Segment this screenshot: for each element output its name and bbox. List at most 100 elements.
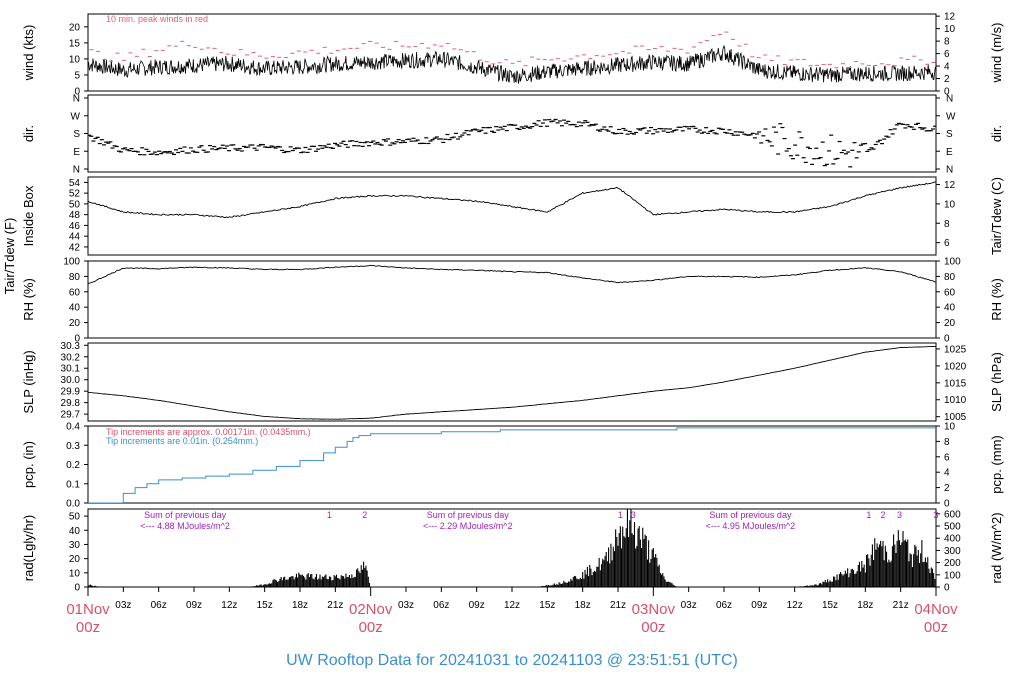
day-hour-label: 00z — [924, 619, 948, 636]
dir-tick-label-right: E — [946, 147, 953, 158]
wind-frame — [87, 13, 937, 92]
rh-tick-label-left: 0 — [74, 334, 80, 345]
temp-ylabel-left2: Inside Box — [21, 185, 36, 246]
dir-tick-label-left: S — [73, 129, 80, 140]
slp-ylabel-left: SLP (inHg) — [21, 350, 36, 413]
rad-marker: 3 — [631, 510, 636, 520]
rad-marker: 2 — [880, 510, 885, 520]
temp-tick-label-left: 48 — [69, 210, 81, 221]
temp-ylabel-right: Tair/Tdew (C) — [989, 177, 1004, 255]
pcp-ylabel-left: pcp. (in) — [21, 441, 36, 488]
slp-tick-label-left: 29.9 — [61, 387, 81, 398]
rh-tick-label-left: 80 — [69, 272, 81, 283]
rh-tick-label-left: 40 — [69, 303, 81, 314]
slp-tick-label-left: 29.7 — [61, 410, 81, 421]
hour-tick-label: 09z — [469, 600, 485, 611]
hour-tick-label: 06z — [716, 600, 732, 611]
rh-ylabel-left: RH (%) — [21, 278, 36, 321]
rh-tick-label-right: 80 — [944, 272, 956, 283]
pcp-tick-label-right: 6 — [944, 452, 950, 463]
hour-tick-label: 15z — [822, 600, 838, 611]
rad-marker: 1 — [866, 510, 871, 520]
day-label: 04Nov — [914, 601, 958, 618]
pcp-step-line — [88, 427, 936, 503]
rad-marker: 1 — [327, 510, 332, 520]
rh-tick-label-right: 20 — [944, 318, 956, 329]
hour-tick-label: 03z — [681, 600, 697, 611]
rad-marker: 2 — [362, 510, 367, 520]
slp-tick-label-right: 1025 — [944, 344, 967, 355]
rad-bars — [88, 509, 936, 587]
pcp-tick-label-left: 0.1 — [66, 479, 80, 490]
temp-tick-label-left: 46 — [69, 221, 81, 232]
temp-tick-label-left: 44 — [69, 232, 81, 243]
chart-title: UW Rooftop Data for 20241031 to 20241103… — [286, 652, 738, 669]
pcp-plot — [88, 427, 936, 503]
rad-marker: 3 — [933, 510, 938, 520]
wind-speed-line — [88, 44, 936, 84]
time-axis: 03z 06z 09z 12z 15z 18z 21z 03z 06z 09z 12z 15z 18z 2… — [66, 587, 958, 636]
wind-tick-label-right: 6 — [944, 49, 950, 60]
slp-tick-label-left: 30.2 — [61, 352, 81, 363]
dir-tick-label-left: W — [71, 111, 81, 122]
hour-tick-label: 21z — [327, 600, 343, 611]
wind-tick-label-left: 5 — [74, 70, 80, 81]
day-hour-label: 00z — [76, 619, 100, 636]
day-label: 02Nov — [349, 601, 393, 618]
slp-tick-label-right: 1005 — [944, 412, 967, 423]
panel-slp: SLP (inHg) SLP (hPa)29.729.829.930.030.13… — [21, 341, 1004, 423]
pcp-tick-label-right: 8 — [944, 437, 950, 448]
hour-tick-label: 09z — [186, 600, 202, 611]
hour-tick-label: 15z — [539, 600, 555, 611]
pcp-tick-label-right: 2 — [944, 483, 950, 494]
pcp-tick-label-right: 4 — [944, 468, 950, 479]
wind-tick-label-left: 10 — [69, 54, 81, 65]
temp-frame — [87, 176, 937, 256]
wind-annotation: 10 min. peak winds in red — [106, 14, 208, 24]
dir-tick-label-left: N — [73, 94, 80, 105]
dir-tick-label-left: E — [73, 147, 80, 158]
hour-tick-label: 06z — [151, 600, 167, 611]
rad-note-line2: <--- 2.29 MJoules/m^2 — [423, 521, 513, 531]
slp-tick-label-right: 1010 — [944, 395, 967, 406]
hour-tick-label: 21z — [610, 600, 626, 611]
wind-peak-marks — [89, 31, 936, 69]
rad-tick-label-left: 50 — [69, 512, 81, 523]
rad-tick-label-left: 40 — [69, 526, 81, 537]
rad-note-line2: <--- 4.95 MJoules/m^2 — [706, 521, 796, 531]
rad-tick-label-right: 300 — [944, 546, 961, 557]
wind-tick-label-right: 4 — [944, 62, 950, 73]
slp-tick-label-right: 1020 — [944, 361, 967, 372]
rh-tick-label-right: 0 — [944, 334, 950, 345]
rh-ylabel-right: RH (%) — [989, 278, 1004, 321]
rad-note-line1: Sum of previous day — [427, 510, 510, 520]
temp-tick-label-right: 10 — [944, 199, 956, 210]
wind-tick-label-right: 0 — [944, 87, 950, 98]
rad-note-line1: Sum of previous day — [709, 510, 792, 520]
rh-tick-label-right: 40 — [944, 303, 956, 314]
dir-ylabel-right: dir. — [989, 125, 1004, 142]
day-label: 03Nov — [632, 601, 676, 618]
temp-tick-label-left: 52 — [69, 189, 81, 200]
rad-tick-label-left: 10 — [69, 568, 81, 579]
wind-tick-label-left: 20 — [69, 22, 81, 33]
rad-ylabel-right: rad (W/m^2) — [989, 512, 1004, 583]
pcp-tick-label-left: 0.4 — [66, 422, 80, 433]
wind-ylabel-right: wind (m/s) — [989, 23, 1004, 84]
rad-tick-label-left: 0 — [74, 583, 80, 594]
dir-plot — [88, 118, 936, 168]
slp-tick-label-left: 29.8 — [61, 398, 81, 409]
pcp-annotation-1: Tip increments are approx. 0.00171in. (0… — [106, 427, 311, 437]
hour-tick-label: 03z — [115, 600, 131, 611]
slp-tick-label-left: 30.0 — [61, 375, 81, 386]
wind-plot — [88, 31, 936, 84]
hour-tick-label: 18z — [575, 600, 591, 611]
wind-tick-label-right: 2 — [944, 74, 950, 85]
hour-tick-label: 09z — [751, 600, 767, 611]
panel-pcp: pcp. (in) pcp. (mm) 0.0 0.1 0.2 0.3 0.4 0 2 4 6 8 10… — [21, 422, 1004, 510]
temp-tick-label-left: 54 — [69, 178, 81, 189]
rad-marker: 1 — [618, 510, 623, 520]
temp-tick-label-right: 6 — [944, 238, 950, 249]
temp-tick-label-left: 42 — [69, 242, 81, 253]
